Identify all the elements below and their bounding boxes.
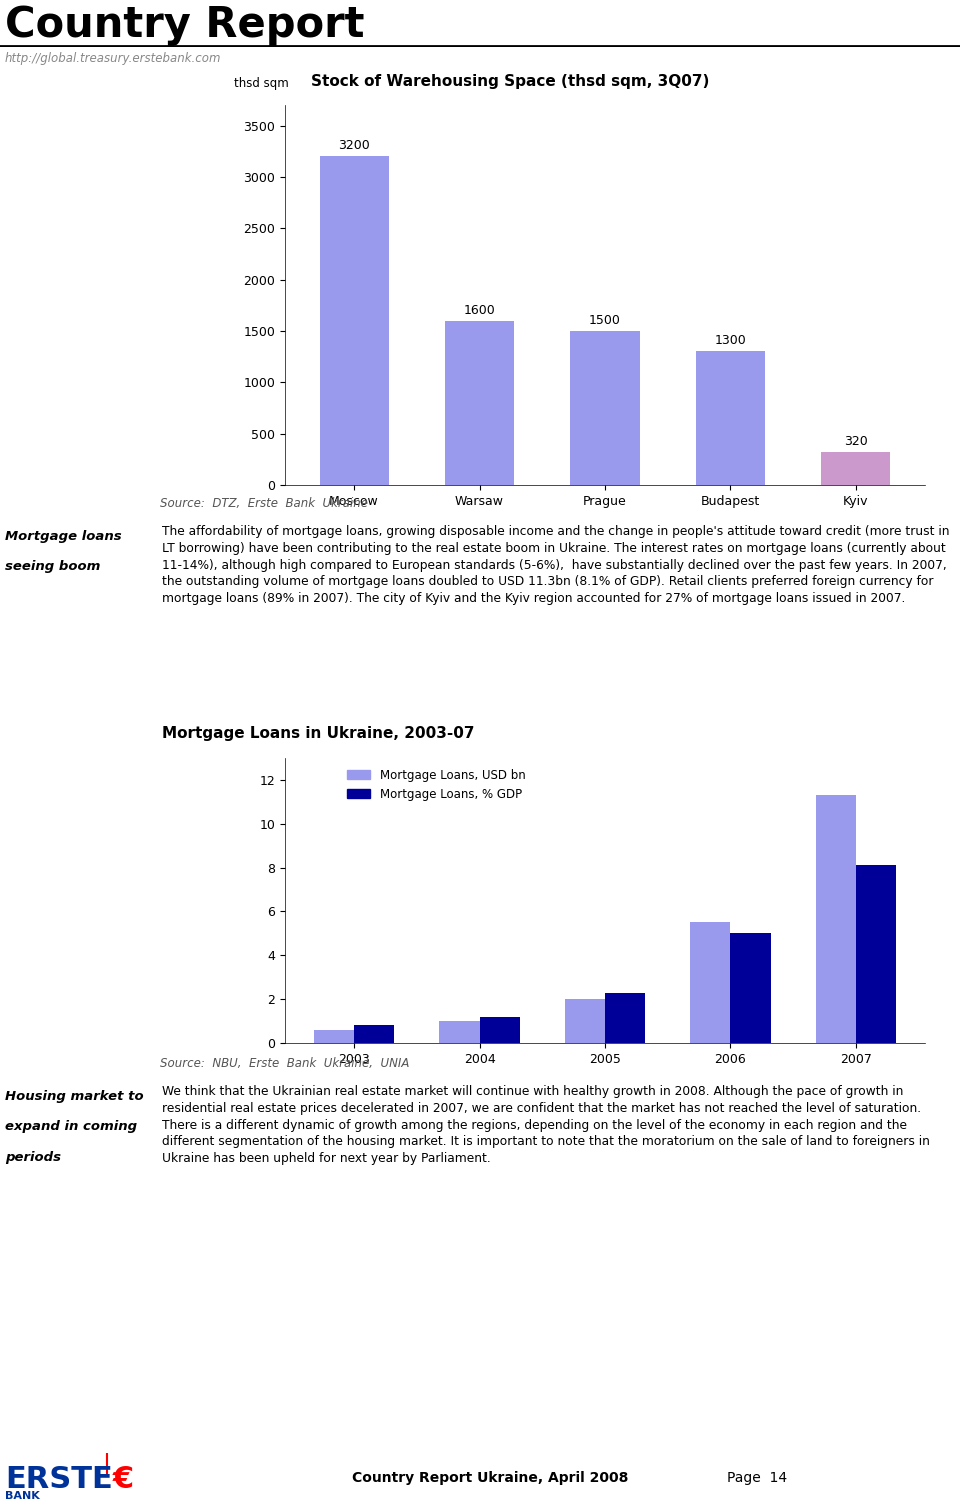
Text: BANK: BANK xyxy=(5,1491,39,1501)
Text: 1500: 1500 xyxy=(589,314,621,327)
Text: 320: 320 xyxy=(844,435,868,448)
Text: Mortgage Loans in Ukraine, 2003-07: Mortgage Loans in Ukraine, 2003-07 xyxy=(162,726,474,741)
Text: Source:  DTZ,  Erste  Bank  Ukraine: Source: DTZ, Erste Bank Ukraine xyxy=(160,496,368,510)
Text: http://global.treasury.erstebank.com: http://global.treasury.erstebank.com xyxy=(5,51,222,65)
Bar xyxy=(564,999,605,1043)
Legend: Mortgage Loans, USD bn, Mortgage Loans, % GDP: Mortgage Loans, USD bn, Mortgage Loans, … xyxy=(342,764,530,806)
Text: ERSTE: ERSTE xyxy=(5,1465,112,1494)
Text: The affordability of mortgage loans, growing disposable income and the change in: The affordability of mortgage loans, gro… xyxy=(162,525,949,605)
Bar xyxy=(440,1022,479,1043)
Bar xyxy=(314,1029,354,1043)
Bar xyxy=(822,453,891,484)
Text: Stock of Warehousing Space (thsd sqm, 3Q07): Stock of Warehousing Space (thsd sqm, 3Q… xyxy=(311,74,709,89)
Bar xyxy=(731,934,771,1043)
Bar xyxy=(354,1026,395,1043)
Text: Source:  NBU,  Erste  Bank  Ukraine,  UNIA: Source: NBU, Erste Bank Ukraine, UNIA xyxy=(160,1056,409,1070)
Text: Country Report Ukraine, April 2008: Country Report Ukraine, April 2008 xyxy=(352,1471,629,1485)
Bar xyxy=(696,352,765,484)
Text: Country Report: Country Report xyxy=(5,5,365,45)
Text: periods: periods xyxy=(5,1151,61,1163)
Bar xyxy=(570,330,639,484)
Text: 1300: 1300 xyxy=(714,335,746,347)
Text: Mortgage loans: Mortgage loans xyxy=(5,530,122,543)
Bar xyxy=(856,866,896,1043)
Text: We think that the Ukrainian real estate market will continue with healthy growth: We think that the Ukrainian real estate … xyxy=(162,1085,930,1165)
Text: Page  14: Page 14 xyxy=(727,1471,787,1485)
Bar xyxy=(605,993,645,1043)
Text: 1600: 1600 xyxy=(464,303,495,317)
Text: seeing boom: seeing boom xyxy=(5,560,101,573)
Text: 3200: 3200 xyxy=(338,139,370,152)
Text: thsd sqm: thsd sqm xyxy=(234,77,289,91)
Text: €: € xyxy=(113,1465,134,1494)
Bar xyxy=(690,922,731,1043)
Text: Housing market to: Housing market to xyxy=(5,1089,144,1103)
Text: expand in coming: expand in coming xyxy=(5,1120,137,1133)
Bar xyxy=(445,321,514,484)
Bar xyxy=(479,1017,519,1043)
Bar xyxy=(816,795,856,1043)
Bar xyxy=(320,157,389,484)
